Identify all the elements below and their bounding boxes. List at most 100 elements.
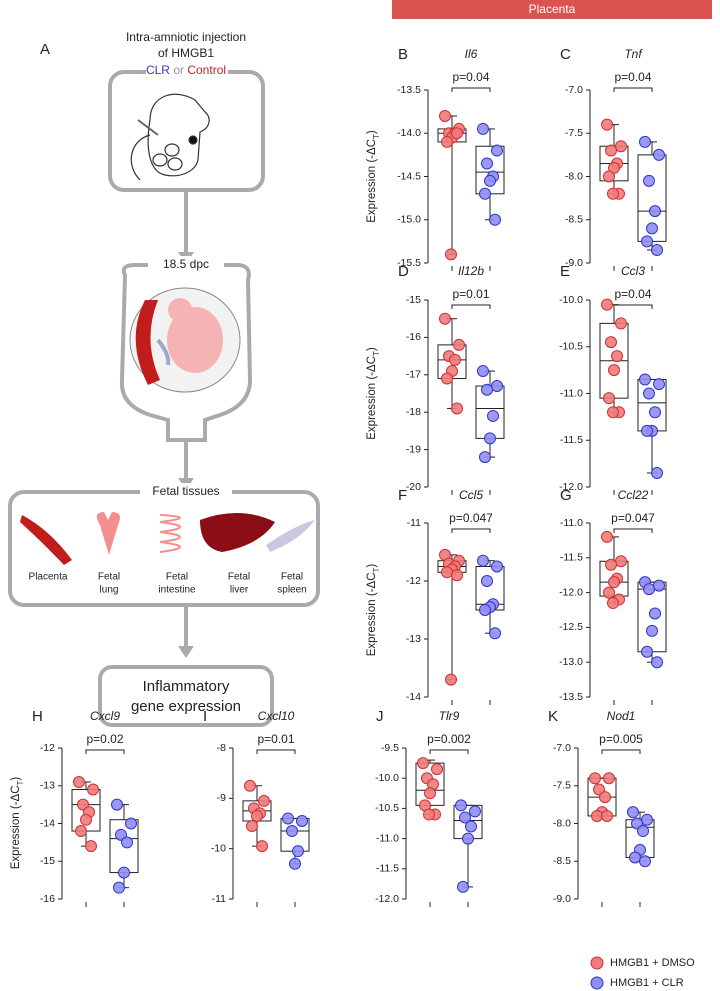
y-axis-title-part: Expression (-ΔC bbox=[366, 356, 378, 440]
y-tick-label: -10 bbox=[211, 842, 226, 854]
timepoint-text: 18.5 dpc bbox=[163, 257, 209, 271]
data-point bbox=[649, 406, 661, 419]
readout-text: gene expression bbox=[131, 698, 241, 715]
data-point bbox=[641, 424, 653, 437]
data-point bbox=[591, 809, 603, 822]
tissue-label: Fetal bbox=[98, 572, 120, 583]
y-tick-label: -15 bbox=[406, 294, 421, 306]
data-point bbox=[451, 569, 463, 582]
panel-label: A bbox=[40, 41, 50, 58]
panel-label: D bbox=[398, 263, 409, 280]
data-point bbox=[73, 775, 85, 788]
data-point bbox=[643, 583, 655, 596]
significance-bracket bbox=[601, 749, 641, 754]
y-tick-label: -14 bbox=[40, 817, 55, 829]
p-value: p=0.04 bbox=[452, 70, 489, 84]
p-value: p=0.002 bbox=[427, 732, 471, 746]
y-tick-label: -12.5 bbox=[559, 621, 583, 633]
chart-title: Il6 bbox=[465, 47, 478, 61]
p-value: p=0.047 bbox=[611, 511, 655, 525]
data-point bbox=[489, 213, 501, 226]
data-point bbox=[481, 383, 493, 396]
data-point bbox=[439, 109, 451, 122]
p-value: p=0.02 bbox=[86, 732, 123, 746]
data-point bbox=[75, 825, 87, 838]
data-point bbox=[607, 187, 619, 200]
y-tick-label: -10.0 bbox=[559, 294, 583, 306]
data-point bbox=[462, 832, 474, 845]
data-point bbox=[615, 140, 627, 153]
panel-label: F bbox=[398, 487, 407, 504]
y-tick-label: -8.0 bbox=[553, 817, 571, 829]
data-point bbox=[649, 607, 661, 620]
data-point bbox=[627, 806, 639, 819]
y-tick-label: -11.5 bbox=[376, 863, 399, 875]
y-axis-title-part: T bbox=[16, 781, 25, 786]
significance-bracket bbox=[451, 528, 491, 533]
legend-label: HMGB1 + DMSO bbox=[610, 957, 695, 969]
tissue-label: spleen bbox=[277, 585, 306, 596]
data-point bbox=[455, 799, 467, 812]
y-tick-label: -14.0 bbox=[397, 127, 421, 139]
y-axis-title: Expression (-ΔCT) bbox=[366, 347, 381, 440]
y-tick-label: -12.0 bbox=[559, 586, 583, 598]
y-tick-label: -10.0 bbox=[375, 772, 399, 784]
panel-label: I bbox=[203, 708, 207, 725]
data-point bbox=[451, 127, 463, 140]
data-point bbox=[489, 627, 501, 640]
data-point bbox=[118, 866, 130, 879]
tissue-label: liver bbox=[230, 585, 249, 596]
tissue-icons bbox=[20, 512, 315, 565]
y-tick-label: -11 bbox=[212, 893, 227, 905]
tissue-label: Fetal bbox=[281, 572, 303, 583]
treatment-control: Control bbox=[187, 63, 226, 77]
data-point bbox=[491, 144, 503, 157]
legend-swatch bbox=[590, 976, 604, 990]
data-point bbox=[457, 880, 469, 893]
data-point bbox=[637, 825, 649, 838]
panel-label: B bbox=[398, 46, 408, 63]
y-axis-title: Expression (-ΔCT) bbox=[10, 777, 25, 870]
y-tick-label: -13.5 bbox=[397, 84, 421, 96]
data-point bbox=[605, 144, 617, 157]
data-point bbox=[256, 840, 268, 853]
data-point bbox=[477, 365, 489, 378]
y-tick-label: -11.5 bbox=[560, 434, 583, 446]
y-tick-label: -8 bbox=[217, 742, 226, 754]
data-point bbox=[603, 170, 615, 183]
panel-label: H bbox=[32, 708, 43, 725]
label-bg bbox=[140, 483, 232, 501]
arrow-head bbox=[178, 646, 194, 658]
y-axis-title-part: T bbox=[372, 568, 381, 573]
y-tick-label: -18 bbox=[406, 406, 421, 418]
data-point bbox=[601, 809, 613, 822]
tissue-label: lung bbox=[100, 585, 119, 596]
y-tick-label: -12.0 bbox=[559, 481, 583, 493]
data-point bbox=[80, 813, 92, 826]
data-point bbox=[431, 763, 443, 776]
data-point bbox=[599, 791, 611, 804]
chart-title: Tnf bbox=[624, 47, 643, 61]
data-point bbox=[113, 881, 125, 894]
data-point bbox=[607, 406, 619, 419]
p-value: p=0.01 bbox=[257, 732, 294, 746]
chart-title: Cxcl10 bbox=[258, 709, 295, 723]
data-point bbox=[465, 820, 477, 833]
data-point bbox=[651, 656, 663, 669]
tissue-label: Fetal bbox=[166, 572, 188, 583]
panel-label: K bbox=[548, 708, 558, 725]
data-point bbox=[441, 372, 453, 385]
chart-title: Il12b bbox=[458, 264, 484, 278]
data-point bbox=[649, 205, 661, 218]
data-point bbox=[441, 566, 453, 579]
data-point bbox=[611, 350, 623, 363]
data-point bbox=[615, 555, 627, 568]
y-tick-label: -15.5 bbox=[397, 257, 421, 269]
y-tick-label: -11.0 bbox=[560, 387, 583, 399]
data-point bbox=[85, 840, 97, 853]
y-tick-label: -8.5 bbox=[553, 855, 571, 867]
data-point bbox=[479, 604, 491, 616]
label-bg bbox=[146, 62, 228, 80]
data-point bbox=[601, 530, 613, 543]
